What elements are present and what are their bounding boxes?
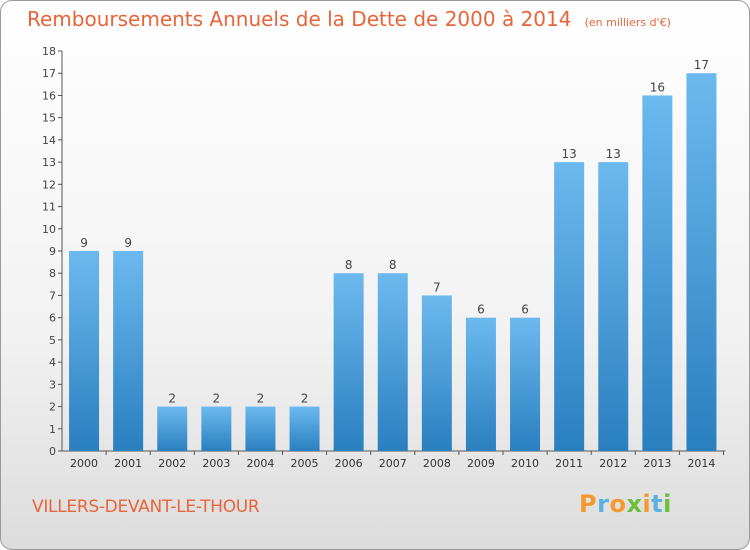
x-tick-label: 2002: [158, 457, 186, 470]
chart-title: Remboursements Annuels de la Dette de 20…: [27, 7, 572, 31]
logo-letter: o: [609, 490, 627, 518]
y-tick-label: 2: [49, 401, 56, 414]
bar-2001[interactable]: [113, 251, 144, 451]
x-tick-label: 2008: [423, 457, 451, 470]
bars: 9 9 2 2 2 2 8 8 7 6 6 13 13 16 17: [69, 58, 717, 451]
data-label: 7: [433, 280, 441, 294]
bar-2014[interactable]: [686, 73, 717, 451]
bar-2005[interactable]: [289, 406, 320, 451]
y-tick-label: 11: [42, 201, 56, 214]
y-tick-label: 7: [49, 289, 56, 302]
bar-2012[interactable]: [598, 162, 629, 451]
x-tick-label: 2011: [555, 457, 583, 470]
bar-2013[interactable]: [642, 95, 673, 451]
x-tick-label: 2004: [246, 457, 274, 470]
data-label: 8: [345, 258, 353, 272]
x-tick-label: 2000: [70, 457, 98, 470]
x-tick-label: 2010: [511, 457, 539, 470]
logo-letter: i: [663, 490, 672, 518]
x-tick-label: 2007: [379, 457, 407, 470]
x-tick-label: 2014: [687, 457, 715, 470]
bar-2002[interactable]: [157, 406, 188, 451]
y-tick-label: 15: [42, 112, 56, 125]
place-name: VILLERS-DEVANT-LE-THOUR: [32, 497, 260, 517]
y-tick-label: 6: [49, 312, 56, 325]
x-tick-label: 2005: [291, 457, 319, 470]
x-tick-label: 2013: [643, 457, 671, 470]
data-label: 6: [521, 303, 529, 317]
x-tick-label: 2012: [599, 457, 627, 470]
x-tick-label: 2001: [114, 457, 142, 470]
data-label: 16: [650, 80, 665, 94]
y-tick-label: 3: [49, 378, 56, 391]
y-tick-label: 0: [49, 445, 56, 458]
x-tick-label: 2003: [202, 457, 230, 470]
data-label: 6: [477, 303, 485, 317]
logo-letter: t: [651, 490, 664, 518]
y-tick-label: 4: [49, 356, 56, 369]
y-tick-label: 9: [49, 245, 56, 258]
data-label: 9: [124, 236, 132, 250]
y-tick-label: 16: [42, 89, 56, 102]
proxiti-logo[interactable]: Proxiti: [579, 490, 672, 518]
logo-letter: i: [642, 490, 652, 518]
data-label: 13: [606, 147, 621, 161]
bar-2010[interactable]: [510, 317, 541, 451]
y-tick-label: 13: [42, 156, 56, 169]
data-label: 2: [213, 392, 221, 406]
y-tick-label: 5: [49, 334, 56, 347]
bar-2004[interactable]: [245, 406, 276, 451]
x-tick-label: 2009: [467, 457, 495, 470]
bar-2003[interactable]: [201, 406, 232, 451]
y-tick-label: 12: [42, 178, 56, 191]
y-tick-label: 8: [49, 267, 56, 280]
logo-letter: P: [579, 490, 598, 518]
bar-2009[interactable]: [465, 317, 496, 451]
title-row: Remboursements Annuels de la Dette de 20…: [27, 7, 671, 31]
y-tick-label: 14: [42, 134, 56, 147]
bar-2011[interactable]: [554, 162, 585, 451]
data-label: 2: [257, 392, 265, 406]
data-label: 8: [389, 258, 397, 272]
data-label: 2: [301, 392, 309, 406]
logo-letter: r: [597, 490, 610, 518]
logo-letter: x: [626, 490, 643, 518]
data-label: 9: [80, 236, 88, 250]
bar-2006[interactable]: [333, 273, 364, 451]
data-label: 2: [168, 392, 176, 406]
y-tick-label: 17: [42, 67, 56, 80]
bar-2007[interactable]: [377, 273, 408, 451]
y-tick-label: 1: [49, 423, 56, 436]
unit-note: (en milliers d'€): [584, 16, 671, 29]
y-tick-label: 10: [42, 223, 56, 236]
data-label: 17: [694, 58, 709, 72]
bar-2008[interactable]: [421, 295, 452, 451]
data-label: 13: [562, 147, 577, 161]
y-tick-label: 18: [42, 45, 56, 58]
bar-2000[interactable]: [69, 251, 100, 451]
x-tick-label: 2006: [335, 457, 363, 470]
